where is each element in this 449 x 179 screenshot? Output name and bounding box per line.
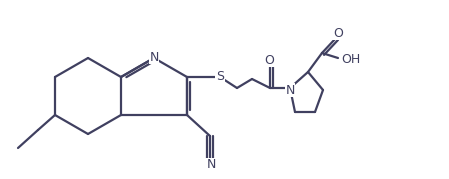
Text: N: N	[206, 158, 216, 171]
Text: O: O	[333, 26, 343, 40]
Text: OH: OH	[341, 52, 361, 66]
Text: N: N	[150, 50, 158, 64]
Text: O: O	[264, 54, 274, 67]
Text: S: S	[216, 69, 224, 83]
Text: N: N	[285, 83, 295, 96]
